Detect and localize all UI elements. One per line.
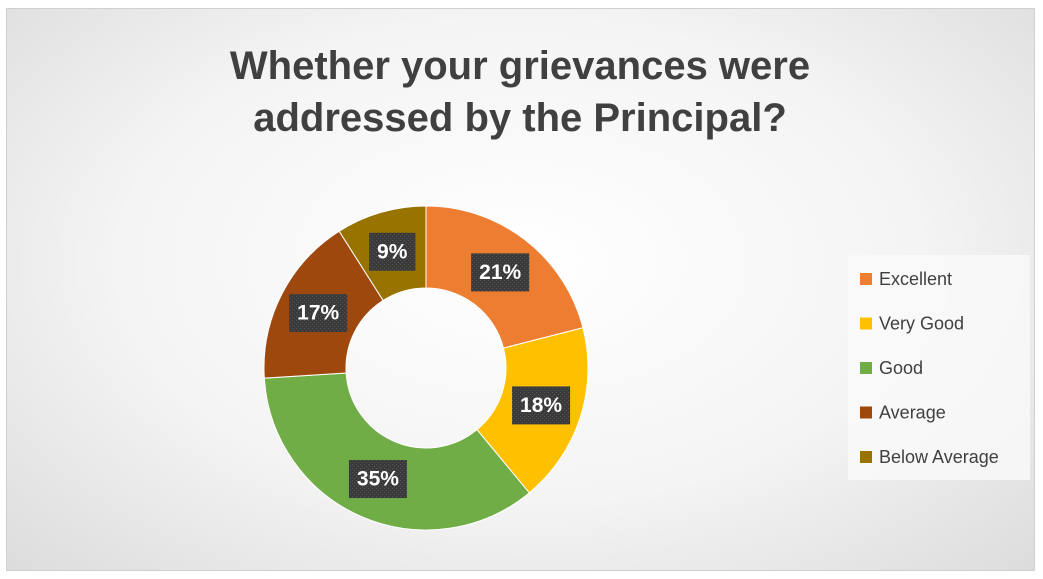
data-label: 17% (297, 302, 339, 325)
legend-box (848, 255, 1030, 480)
legend-swatch (860, 406, 872, 419)
legend-label: Very Good (879, 313, 964, 333)
data-label-box (471, 253, 530, 292)
data-label: 18% (520, 394, 562, 417)
legend-swatch (860, 451, 872, 463)
data-label-box (512, 386, 571, 425)
legend-label: Below Average (879, 447, 999, 467)
data-label: 21% (479, 261, 521, 284)
legend-swatch (860, 362, 872, 374)
data-label-box (289, 294, 348, 333)
data-label: 9% (377, 240, 408, 263)
legend-swatch (860, 273, 872, 285)
slice (263, 372, 530, 531)
data-label: 35% (357, 468, 399, 491)
legend-label: Excellent (879, 269, 952, 289)
data-label-box (348, 460, 407, 499)
data-label-box (369, 232, 416, 271)
legend-label: Average (879, 402, 946, 422)
chart-title: Whether your grievances were addressed b… (229, 44, 811, 140)
legend-swatch (860, 317, 872, 330)
legend-label: Good (879, 358, 923, 378)
